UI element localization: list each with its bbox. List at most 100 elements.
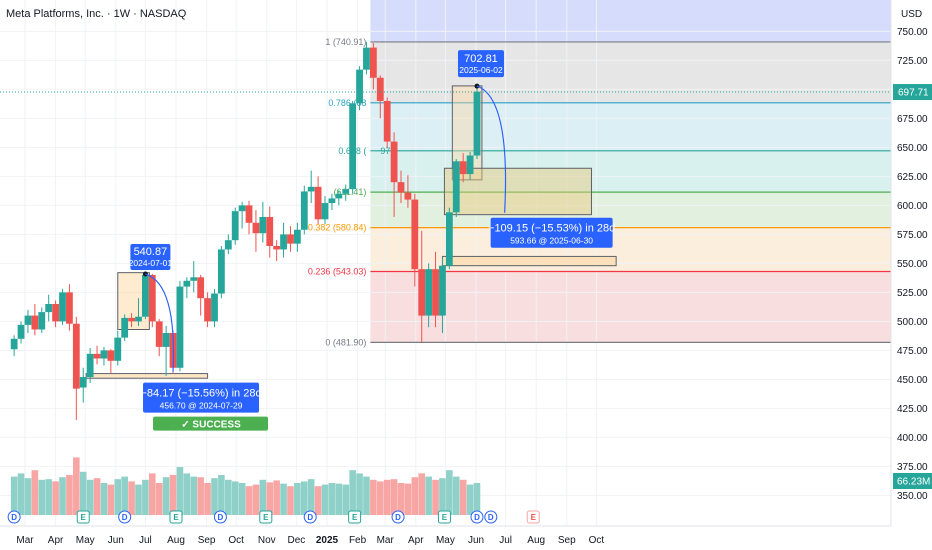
volume-bar <box>45 479 52 515</box>
price-tick-label: 725.00 <box>897 56 928 67</box>
volume-bar <box>439 478 446 515</box>
candle-body <box>466 155 474 175</box>
candle-body <box>176 286 184 368</box>
volume-bar <box>204 483 211 515</box>
drop-callout <box>490 217 613 248</box>
volume-bar <box>121 476 128 515</box>
volume-bar <box>390 479 398 515</box>
volume-bar <box>231 481 239 515</box>
volume-bar <box>459 479 467 515</box>
candle-body <box>148 274 156 322</box>
volume-bar <box>73 457 80 515</box>
candle-body <box>24 315 32 325</box>
candle-body <box>238 205 246 212</box>
candle-body <box>114 337 122 361</box>
fib-label-extra: 97) <box>380 146 393 156</box>
volume-bar <box>218 475 225 515</box>
volume-bar <box>349 470 356 515</box>
dividend-marker-label: D <box>395 513 401 522</box>
peak-callout <box>457 50 504 78</box>
volume-bar <box>190 476 198 515</box>
dividend-marker <box>7 510 21 524</box>
volume-bar <box>86 479 94 515</box>
volume-bar <box>259 479 267 515</box>
time-axis: Mar Apr May Jun Jul Aug Sep Oct Nov Dec 2025 Feb Mar… <box>0 525 891 546</box>
candle-body <box>390 141 398 183</box>
fib-label: (611.41) <box>334 187 367 197</box>
drop-target-label: 456.70 @ 2024-07-29 <box>160 401 243 411</box>
candle-body <box>252 222 260 234</box>
candle-body <box>72 323 80 389</box>
volume-bar <box>245 486 253 515</box>
dividend-marker-label: D <box>11 513 17 522</box>
volume-bar <box>473 483 481 515</box>
peak-date-label: 2024-07-01 <box>129 258 173 268</box>
candle-body <box>197 277 205 299</box>
volume-bar <box>280 483 287 515</box>
candle-body <box>342 189 350 194</box>
candle-body <box>224 240 232 250</box>
candle-body <box>473 91 481 156</box>
volume-bar <box>176 467 184 515</box>
candle-body <box>45 303 53 313</box>
target-bar <box>85 373 209 379</box>
candle-body <box>280 234 287 250</box>
time-tick-label: Jun <box>468 535 484 546</box>
dividend-marker-label: D <box>488 513 494 522</box>
price-tick-label: 600.00 <box>897 201 928 212</box>
dividend-marker-label: D <box>218 513 224 522</box>
time-tick-label: Apr <box>48 535 64 546</box>
earnings-marker-label: E <box>81 513 87 522</box>
volume-bar <box>135 484 142 515</box>
volume-bar <box>197 477 204 515</box>
dividend-marker-label: D <box>474 513 480 522</box>
candle-body <box>217 249 225 294</box>
volume-bar <box>183 473 191 515</box>
volume-bar <box>307 479 315 515</box>
candle-body <box>121 317 129 338</box>
volume-bar <box>328 483 336 515</box>
candle-body <box>349 103 357 190</box>
volume-layer <box>10 457 481 515</box>
fib-top-zone <box>370 0 891 42</box>
volume-bar <box>238 483 246 515</box>
peak-price-label: 702.81 <box>464 53 498 65</box>
time-tick-label: Oct <box>589 535 605 546</box>
earnings-marker-label: E <box>173 513 179 522</box>
earnings-marker-label: E <box>442 513 448 522</box>
candle-body <box>314 186 322 220</box>
time-tick-label: Sep <box>198 535 216 546</box>
price-tick-label: 750.00 <box>897 27 928 38</box>
volume-bar <box>100 483 108 515</box>
time-tick-label: Dec <box>287 535 305 546</box>
candle-body <box>31 315 39 330</box>
candle-body <box>300 191 308 230</box>
grid-layer <box>0 0 891 526</box>
volume-bar <box>142 479 149 515</box>
candle-body <box>321 203 329 220</box>
volume-bar <box>466 484 474 515</box>
candle-body <box>10 338 18 350</box>
earnings-marker <box>259 510 273 524</box>
volume-bar <box>418 473 426 515</box>
time-tick-label: Oct <box>228 535 244 546</box>
target-box <box>443 167 592 216</box>
volume-bar <box>425 476 432 515</box>
candle-body <box>190 277 198 281</box>
dividend-marker <box>391 510 405 524</box>
volume-bar <box>363 476 370 515</box>
candle-body <box>100 350 108 359</box>
volume-bar <box>252 484 260 515</box>
peak-callout <box>130 243 171 270</box>
time-tick-label: Aug <box>167 535 185 546</box>
volume-bar <box>59 477 66 515</box>
last-price-tag <box>893 84 932 101</box>
volume-bar <box>10 476 18 515</box>
time-tick-label: Aug <box>527 535 545 546</box>
volume-bar <box>52 481 59 515</box>
price-axis: 750.00725.00700.00675.00650.00625.00600.… <box>890 0 932 526</box>
volume-bar <box>300 481 308 515</box>
candle-body <box>383 100 391 142</box>
